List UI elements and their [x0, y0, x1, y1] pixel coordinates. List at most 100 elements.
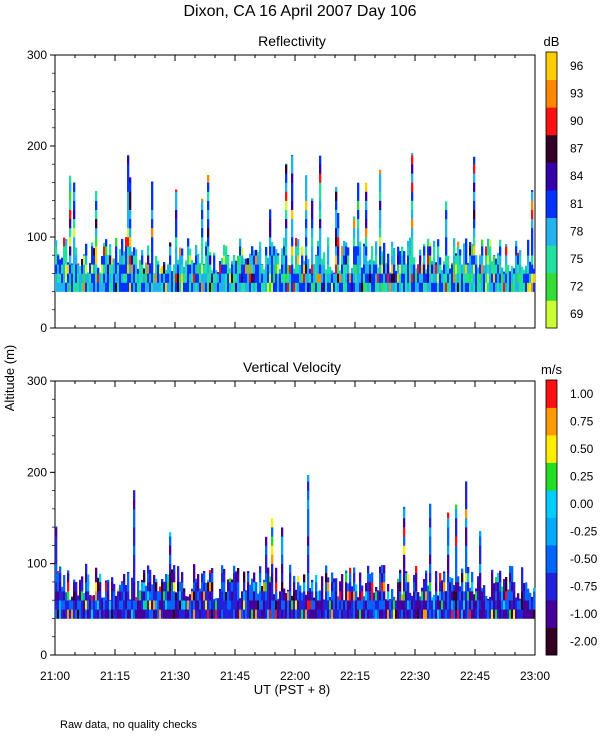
heatmap-cell: [177, 282, 180, 292]
heatmap-cell: [57, 581, 60, 592]
heatmap-cell: [293, 273, 296, 283]
heatmap-cell: [429, 536, 432, 546]
heatmap-cell: [433, 255, 436, 265]
figure-title: Dixon, CA 16 April 2007 Day 106: [183, 3, 416, 20]
heatmap-cell: [263, 581, 266, 592]
heatmap-cell: [115, 264, 118, 274]
heatmap-cell: [125, 600, 128, 610]
heatmap-cell: [101, 600, 104, 610]
heatmap-cell: [127, 191, 130, 201]
heatmap-cell: [331, 581, 334, 592]
heatmap-cell: [527, 264, 530, 274]
heatmap-cell: [155, 273, 158, 283]
heatmap-cell: [115, 600, 118, 610]
heatmap-cell: [275, 609, 278, 619]
heatmap-cell: [331, 600, 334, 610]
heatmap-cell: [421, 273, 424, 283]
heatmap-cell: [149, 600, 152, 610]
heatmap-cell: [249, 253, 252, 256]
heatmap-cell: [305, 218, 308, 229]
heatmap-cell: [423, 282, 426, 292]
heatmap-cell: [473, 237, 476, 247]
heatmap-cell: [95, 209, 98, 220]
heatmap-cell: [453, 282, 456, 292]
heatmap-cell: [167, 273, 170, 283]
heatmap-cell: [97, 600, 100, 610]
heatmap-cell: [167, 600, 170, 610]
heatmap-cell: [219, 264, 222, 274]
heatmap-cell: [519, 250, 522, 256]
heatmap-cell: [111, 264, 114, 274]
heatmap-cell: [329, 600, 332, 610]
heatmap-cell: [461, 609, 464, 619]
heatmap-cell: [77, 282, 80, 292]
heatmap-cell: [259, 264, 262, 274]
heatmap-cell: [389, 282, 392, 292]
heatmap-cell: [349, 600, 352, 610]
heatmap-cell: [147, 245, 150, 247]
heatmap-cell: [73, 200, 76, 210]
heatmap-cell: [377, 609, 380, 619]
heatmap-cell: [209, 581, 212, 592]
heatmap-cell: [471, 609, 474, 619]
heatmap-cell: [145, 273, 148, 283]
heatmap-cell: [189, 282, 192, 292]
heatmap-cell: [307, 499, 310, 510]
heatmap-cell: [163, 581, 166, 583]
heatmap-cell: [399, 609, 402, 619]
heatmap-cell: [479, 536, 482, 546]
heatmap-cell: [157, 591, 160, 601]
colorbar-label: 93: [570, 86, 584, 100]
heatmap-cell: [495, 591, 498, 601]
heatmap-cell: [435, 600, 438, 610]
heatmap-cell: [143, 282, 146, 292]
heatmap-cell: [365, 600, 368, 610]
heatmap-cell: [411, 182, 414, 192]
heatmap-cell: [189, 255, 192, 265]
colorbar-swatch: [546, 435, 557, 463]
heatmap-cell: [381, 255, 384, 265]
heatmap-cell: [185, 260, 188, 265]
heatmap-cell: [521, 567, 524, 574]
heatmap-cell: [533, 282, 536, 292]
heatmap-cell: [251, 578, 254, 583]
heatmap-cell: [357, 227, 360, 238]
heatmap-cell: [243, 273, 246, 283]
colorbar-label: 0.75: [570, 414, 594, 428]
heatmap-cell: [521, 273, 524, 283]
heatmap-cell: [505, 246, 508, 256]
heatmap-cell: [337, 213, 340, 220]
heatmap-cell: [275, 567, 278, 574]
heatmap-cell: [131, 251, 134, 256]
heatmap-cell: [283, 264, 286, 274]
heatmap-cell: [283, 246, 286, 256]
heatmap-cell: [153, 581, 156, 592]
heatmap-cell: [87, 273, 90, 283]
y-tick-label: 0: [40, 321, 47, 335]
heatmap-cell: [229, 273, 232, 283]
heatmap-cell: [103, 597, 106, 601]
y-tick-label: 0: [40, 648, 47, 662]
heatmap-cell: [455, 255, 458, 265]
heatmap-cell: [465, 563, 468, 574]
heatmap-cell: [269, 209, 272, 220]
heatmap-cell: [207, 609, 210, 619]
heatmap-cell: [271, 518, 274, 528]
heatmap-cell: [69, 218, 72, 229]
heatmap-cell: [319, 200, 322, 210]
heatmap-cell: [327, 264, 330, 274]
heatmap-cell: [55, 255, 58, 265]
heatmap-cell: [381, 600, 384, 610]
heatmap-cell: [453, 585, 456, 592]
heatmap-cell: [201, 198, 204, 201]
heatmap-cell: [59, 259, 62, 265]
heatmap-cell: [465, 282, 468, 292]
colorbar-label: -0.25: [570, 524, 598, 538]
heatmap-cell: [81, 609, 84, 619]
heatmap-cell: [443, 264, 446, 274]
heatmap-cell: [317, 273, 320, 283]
heatmap-cell: [451, 581, 454, 592]
heatmap-cell: [201, 200, 204, 210]
heatmap-cell: [317, 282, 320, 292]
heatmap-cell: [465, 238, 468, 247]
